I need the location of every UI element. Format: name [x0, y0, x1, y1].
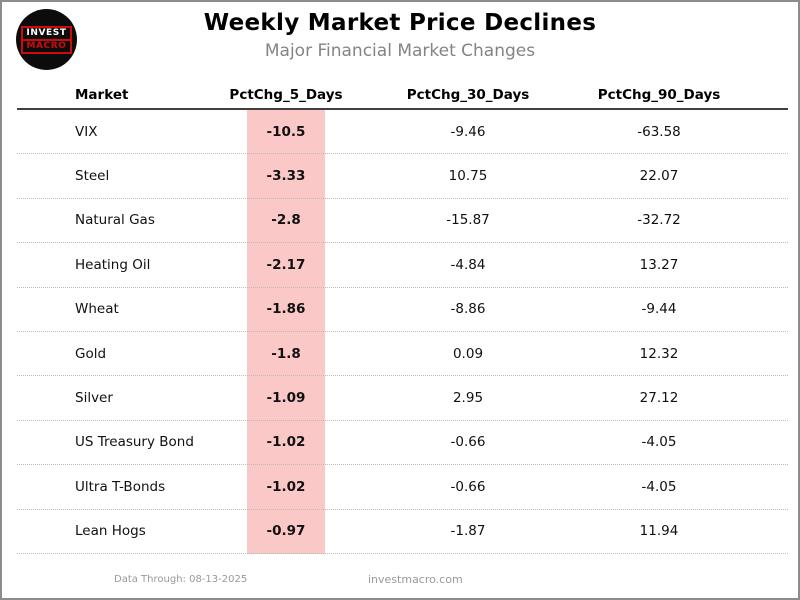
page-title: Weekly Market Price Declines [203, 10, 597, 36]
investmacro-logo: INVEST MACRO [16, 9, 77, 70]
table-header-row: Market PctChg_5_Days PctChg_30_Days PctC… [17, 82, 788, 110]
pctchg-90d-value: -63.58 [637, 123, 681, 140]
data-through-label: Data Through: 08-13-2025 [114, 574, 248, 585]
col-header-market: Market [75, 87, 129, 103]
pctchg-90d-value: -4.05 [641, 434, 677, 451]
market-name: Silver [75, 390, 113, 407]
pctchg-5d-value: -1.02 [266, 434, 306, 451]
page-subtitle: Major Financial Market Changes [264, 41, 536, 61]
table-row: Ultra T-Bonds -1.02 -0.66 -4.05 [17, 465, 788, 510]
table-row: US Treasury Bond -1.02 -0.66 -4.05 [17, 421, 788, 466]
pctchg-90d-value: -32.72 [637, 212, 681, 229]
logo-text-invest: INVEST [21, 25, 72, 41]
highlighted-column-background [247, 110, 325, 554]
market-name: VIX [75, 123, 98, 140]
pctchg-90d-value: 27.12 [639, 390, 679, 407]
pctchg-90d-value: 11.94 [639, 523, 679, 540]
table-row: Silver -1.09 2.95 27.12 [17, 376, 788, 421]
market-name: Heating Oil [75, 256, 151, 273]
pctchg-90d-value: 12.32 [639, 345, 679, 362]
market-name: Wheat [75, 301, 119, 318]
table-row: Gold -1.8 0.09 12.32 [17, 332, 788, 377]
pctchg-5d-value: -3.33 [266, 168, 306, 185]
table-body: VIX -10.5 -9.46 -63.58 Steel -3.33 10.75… [17, 110, 788, 554]
pctchg-5d-value: -0.97 [266, 523, 306, 540]
website-label: investmacro.com [368, 573, 463, 586]
pctchg-30d-value: -0.66 [450, 434, 486, 451]
table-row: Lean Hogs -0.97 -1.87 11.94 [17, 510, 788, 554]
pctchg-90d-value: 22.07 [639, 168, 679, 185]
pctchg-30d-value: -1.87 [450, 523, 486, 540]
market-name: Gold [75, 345, 107, 362]
pctchg-30d-value: -0.66 [450, 478, 486, 495]
market-name: US Treasury Bond [75, 434, 194, 451]
market-name: Ultra T-Bonds [75, 478, 166, 495]
pctchg-5d-value: -1.09 [266, 390, 306, 407]
table-row: Steel -3.33 10.75 22.07 [17, 154, 788, 199]
pctchg-90d-value: -4.05 [641, 478, 677, 495]
pctchg-30d-value: 0.09 [452, 345, 484, 362]
col-header-pctchg-30d: PctChg_30_Days [406, 87, 530, 103]
pctchg-5d-value: -1.8 [271, 345, 301, 362]
pctchg-5d-value: -2.8 [271, 212, 301, 229]
table-row: Heating Oil -2.17 -4.84 13.27 [17, 243, 788, 288]
market-table: Market PctChg_5_Days PctChg_30_Days PctC… [17, 82, 788, 554]
pctchg-30d-value: 10.75 [448, 168, 488, 185]
pctchg-5d-value: -1.02 [266, 478, 306, 495]
pctchg-90d-value: -9.44 [641, 301, 677, 318]
market-name: Steel [75, 168, 110, 185]
pctchg-5d-value: -2.17 [266, 256, 306, 273]
pctchg-30d-value: -9.46 [450, 123, 486, 140]
table-row: Wheat -1.86 -8.86 -9.44 [17, 288, 788, 332]
pctchg-30d-value: -15.87 [446, 212, 490, 229]
pctchg-90d-value: 13.27 [639, 256, 679, 273]
logo-text-macro: MACRO [21, 38, 72, 54]
pctchg-30d-value: 2.95 [452, 390, 484, 407]
col-header-pctchg-90d: PctChg_90_Days [597, 87, 721, 103]
col-header-pctchg-5d: PctChg_5_Days [229, 87, 343, 103]
table-row: VIX -10.5 -9.46 -63.58 [17, 110, 788, 155]
pctchg-30d-value: -8.86 [450, 301, 486, 318]
pctchg-30d-value: -4.84 [450, 256, 486, 273]
table-row: Natural Gas -2.8 -15.87 -32.72 [17, 199, 788, 244]
pctchg-5d-value: -1.86 [266, 301, 306, 318]
pctchg-5d-value: -10.5 [266, 123, 306, 140]
market-name: Lean Hogs [75, 523, 146, 540]
market-name: Natural Gas [75, 212, 155, 229]
